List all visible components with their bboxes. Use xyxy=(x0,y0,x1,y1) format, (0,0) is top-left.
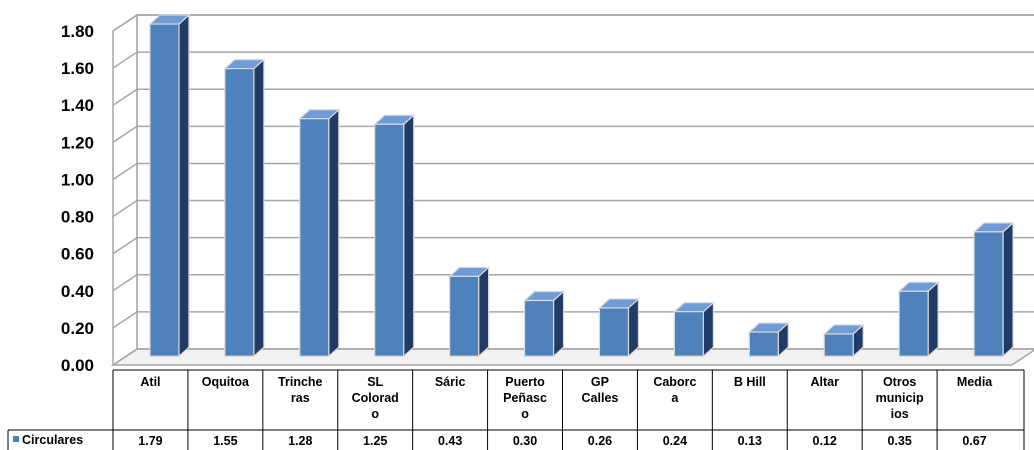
x-category-label: Trinche xyxy=(278,375,323,389)
gridline xyxy=(112,236,1034,255)
bar xyxy=(897,280,940,358)
side-wall xyxy=(112,13,138,367)
bar-front-face xyxy=(299,118,330,357)
y-tick-label: 1.20 xyxy=(61,133,94,152)
y-tick-label: 0.40 xyxy=(61,282,94,301)
data-value-label: 1.55 xyxy=(213,434,237,448)
legend-label: Circulares xyxy=(22,433,83,447)
y-tick-label: 0.20 xyxy=(61,319,94,338)
bar xyxy=(597,297,641,358)
bar-side-face xyxy=(1002,221,1014,358)
bars xyxy=(148,13,1015,358)
bar-front-face xyxy=(973,231,1004,357)
bar-front-face xyxy=(224,67,255,357)
x-category-label: o xyxy=(371,407,379,421)
bar xyxy=(822,323,865,358)
bar xyxy=(972,221,1015,358)
bar xyxy=(223,58,266,358)
x-category-label: Otros xyxy=(883,375,916,389)
bar-front-face xyxy=(823,333,854,357)
y-tick-label: 0.60 xyxy=(61,245,94,264)
bar xyxy=(448,266,491,358)
bar-front-face xyxy=(149,23,180,357)
x-category-label: Atil xyxy=(140,375,160,389)
gridline xyxy=(112,274,1034,292)
data-value-label: 0.24 xyxy=(663,434,687,448)
bar-front-face xyxy=(449,275,480,357)
data-value-label: 0.67 xyxy=(962,434,986,448)
data-value-label: 1.79 xyxy=(138,434,162,448)
x-category-label: Altar xyxy=(810,375,839,389)
y-tick-label: 1.60 xyxy=(61,59,94,78)
data-value-label: 1.28 xyxy=(288,434,312,448)
bar-side-face xyxy=(927,280,939,358)
y-tick-label: 1.80 xyxy=(61,22,94,41)
y-tick-label: 0.00 xyxy=(61,356,94,375)
gridline xyxy=(112,199,1034,218)
gridline xyxy=(112,348,1034,366)
bar xyxy=(148,13,191,358)
bar-front-face xyxy=(898,290,929,357)
y-tick-label: 1.40 xyxy=(61,96,94,115)
bar-side-face xyxy=(178,13,190,358)
x-category-label: Caborc xyxy=(653,375,696,389)
gridlines xyxy=(110,13,1034,367)
gridline xyxy=(112,88,1034,106)
y-tick-labels: 0.00 0.20 0.40 0.60 0.80 1.00 1.20 1.40 1.60 1.80 xyxy=(61,22,94,375)
x-category-label: Oquitoa xyxy=(202,375,250,389)
bar-front-face xyxy=(598,307,630,357)
bar-side-face xyxy=(552,290,565,358)
x-category-label: Colorad xyxy=(352,391,399,405)
y-tick-label: 1.00 xyxy=(61,170,94,189)
data-value-label: 0.35 xyxy=(887,434,911,448)
gridline xyxy=(112,51,1034,69)
x-category-label: Media xyxy=(957,375,993,389)
bar-side-face xyxy=(253,58,265,358)
gridline xyxy=(112,125,1034,143)
gridline xyxy=(112,311,1034,329)
data-value-label: 0.13 xyxy=(738,434,762,448)
x-category-label: GP xyxy=(591,375,609,389)
bar xyxy=(672,301,715,358)
x-category-label: Sáric xyxy=(435,375,466,389)
bar-side-face xyxy=(478,266,490,358)
x-category-label: B Hill xyxy=(734,375,766,389)
data-value-label: 1.25 xyxy=(363,434,387,448)
x-category-label: a xyxy=(671,391,679,405)
bar xyxy=(298,108,341,358)
x-category-label: Peñasc xyxy=(503,391,547,405)
bar-front-face xyxy=(374,123,405,357)
bar-front-face xyxy=(523,299,555,357)
x-category-label: o xyxy=(521,407,529,421)
bar-front-face xyxy=(748,331,779,357)
y-tick-label: 0.80 xyxy=(61,208,94,227)
x-category-label: ios xyxy=(891,407,909,421)
bar-side-face xyxy=(403,113,415,358)
data-value-label: 0.12 xyxy=(813,434,837,448)
x-category-label: Calles xyxy=(582,391,619,405)
data-value-label: 0.43 xyxy=(438,434,462,448)
x-category-label: municip xyxy=(876,391,924,405)
data-value-label: 0.30 xyxy=(513,434,537,448)
gridline xyxy=(112,162,1034,181)
data-value-label: 0.26 xyxy=(588,434,612,448)
x-category-label: ras xyxy=(291,391,310,405)
x-category-label: SL xyxy=(367,375,383,389)
bar xyxy=(373,113,416,358)
bar xyxy=(747,321,790,358)
gridline xyxy=(112,14,1034,32)
legend-swatch xyxy=(13,436,19,442)
bar-side-face xyxy=(627,297,640,358)
bar-side-face xyxy=(328,108,340,358)
x-category-label: Puerto xyxy=(505,375,545,389)
bar xyxy=(522,290,566,358)
data-table: Circulares Atil 1.79 Oquitoa 1.55 Trinche ras 1… xyxy=(7,369,1025,450)
bar-front-face xyxy=(673,311,704,357)
